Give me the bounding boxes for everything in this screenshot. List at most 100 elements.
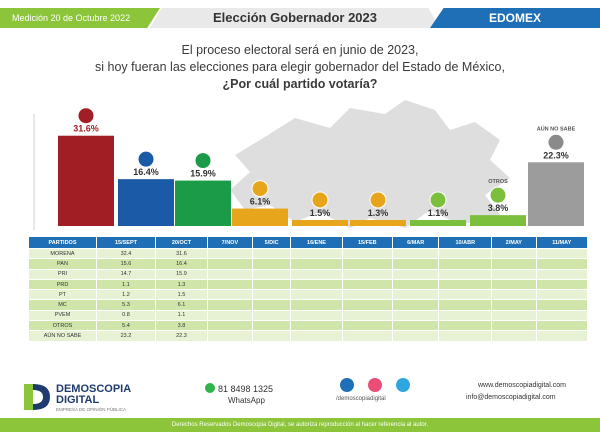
value-cell: 31.6 <box>154 247 208 260</box>
value-cell: 14.7 <box>96 268 156 280</box>
value-cell <box>251 247 292 260</box>
column-header: 16/ENE <box>290 236 343 249</box>
value-cell <box>491 278 537 291</box>
value-cell: 6.1 <box>154 299 208 311</box>
value-cell: 1.1 <box>154 309 208 322</box>
value-cell <box>341 309 393 322</box>
value-cell <box>341 299 393 311</box>
bar-pvem <box>410 220 466 226</box>
value-cell <box>206 268 253 280</box>
value-cell <box>438 299 493 311</box>
value-cell <box>206 330 253 342</box>
value-cell <box>391 278 440 291</box>
morena-logo-icon <box>77 107 95 125</box>
value-cell <box>251 289 292 301</box>
value-cell <box>290 320 343 332</box>
value-cell <box>535 330 588 342</box>
value-cell <box>290 289 343 301</box>
brand-name: DEMOSCOPIA DIGITAL <box>56 384 131 406</box>
value-cell <box>206 309 253 322</box>
value-cell <box>290 247 343 260</box>
party-cell: PRD <box>28 278 97 291</box>
party-cell: PRI <box>28 268 97 280</box>
value-cell: 5.4 <box>96 320 156 332</box>
question-line-1: El proceso electoral será en junio de 20… <box>181 43 419 57</box>
value-cell <box>438 278 493 291</box>
column-header: 11/MAY <box>535 236 588 249</box>
question-line-2: si hoy fueran las elecciones para elegir… <box>95 60 505 74</box>
table-row: MORENA 32.4 31.6 <box>28 247 588 260</box>
value-cell <box>206 258 253 270</box>
value-cell <box>290 330 343 342</box>
value-cell: 1.3 <box>154 278 208 291</box>
party-cell: PAN <box>28 258 97 270</box>
instagram-icon[interactable] <box>368 378 382 392</box>
value-cell <box>438 247 493 260</box>
value-cell: 1.2 <box>96 289 156 301</box>
value-cell <box>491 268 537 280</box>
value-cell <box>206 289 253 301</box>
history-table: PARTIDOS 15/SEPT 20/OCT 7/NOV 5/DIC 16/ENE 15/… <box>28 236 588 342</box>
column-header: 15/SEPT <box>96 236 156 249</box>
table-row: PT 1.2 1.5 <box>28 289 588 301</box>
value-cell: 1.1 <box>96 278 156 291</box>
value-cell <box>535 258 588 270</box>
bar-pt <box>292 220 348 226</box>
value-cell <box>251 320 292 332</box>
table-header-row: PARTIDOS 15/SEPT 20/OCT 7/NOV 5/DIC 16/ENE 15/… <box>28 236 588 249</box>
table-row: PRI 14.7 15.9 <box>28 268 588 280</box>
value-cell <box>391 330 440 342</box>
mc-logo-icon <box>369 191 387 209</box>
value-cell: 16.4 <box>154 258 208 270</box>
value-cell: 22.3 <box>154 330 208 342</box>
bar-morena <box>58 135 114 226</box>
party-cell: PVEM <box>28 309 97 322</box>
value-cell <box>391 309 440 322</box>
social-handle[interactable]: /demoscopiadigital <box>336 396 386 402</box>
value-cell <box>491 309 537 322</box>
top-label-a-n-no-sabe: AÚN NO SABE <box>537 125 576 132</box>
prd-logo-icon <box>251 180 269 198</box>
value-cell <box>206 278 253 291</box>
value-cell <box>290 299 343 311</box>
whatsapp-icon <box>205 383 215 393</box>
value-cell <box>290 278 343 291</box>
value-cell: 0.8 <box>96 309 156 322</box>
value-cell <box>491 258 537 270</box>
whatsapp-number[interactable]: 81 8498 1325 <box>218 384 274 394</box>
table-body: MORENA 32.4 31.6 PAN 15.6 16.4 PRI 14.7 15.9 PRD 1… <box>28 247 588 342</box>
bar-a-n-no-sabe <box>528 162 584 226</box>
column-header: 15/FEB <box>341 236 393 249</box>
pan-logo-icon <box>137 150 155 168</box>
twitter-icon[interactable] <box>396 378 410 392</box>
value-cell <box>251 299 292 311</box>
value-cell: 5.3 <box>96 299 156 311</box>
email-link[interactable]: info@demoscopiadigital.com <box>466 394 556 401</box>
pri-logo-icon <box>194 152 212 170</box>
survey-question: El proceso electoral será en junio de 20… <box>60 42 540 93</box>
pvem-logo-icon <box>429 191 447 209</box>
column-header: PARTIDOS <box>28 236 97 249</box>
party-cell: PT <box>28 289 97 301</box>
bar-mc <box>350 220 406 226</box>
bar-pri <box>175 180 231 226</box>
value-cell <box>391 289 440 301</box>
value-cell <box>251 258 292 270</box>
copyright-bar: Derechos Reservados Demoscopia Digital, … <box>0 418 600 432</box>
value-cell <box>535 309 588 322</box>
value-cell <box>491 247 537 260</box>
value-cell <box>535 268 588 280</box>
value-cell <box>206 247 253 260</box>
value-cell <box>341 330 393 342</box>
value-cell <box>491 320 537 332</box>
bar-otros <box>470 215 526 226</box>
facebook-icon[interactable] <box>340 378 354 392</box>
value-cell: 15.6 <box>96 258 156 270</box>
value-cell <box>206 320 253 332</box>
value-label-pan: 16.4% <box>133 167 159 177</box>
table-row: OTROS 5.4 3.8 <box>28 320 588 332</box>
website-link[interactable]: www.demoscopiadigital.com <box>478 382 566 389</box>
value-label-pvem: 1.1% <box>428 208 449 218</box>
page-title: Elección Gobernador 2023 <box>150 8 440 28</box>
value-cell <box>341 258 393 270</box>
